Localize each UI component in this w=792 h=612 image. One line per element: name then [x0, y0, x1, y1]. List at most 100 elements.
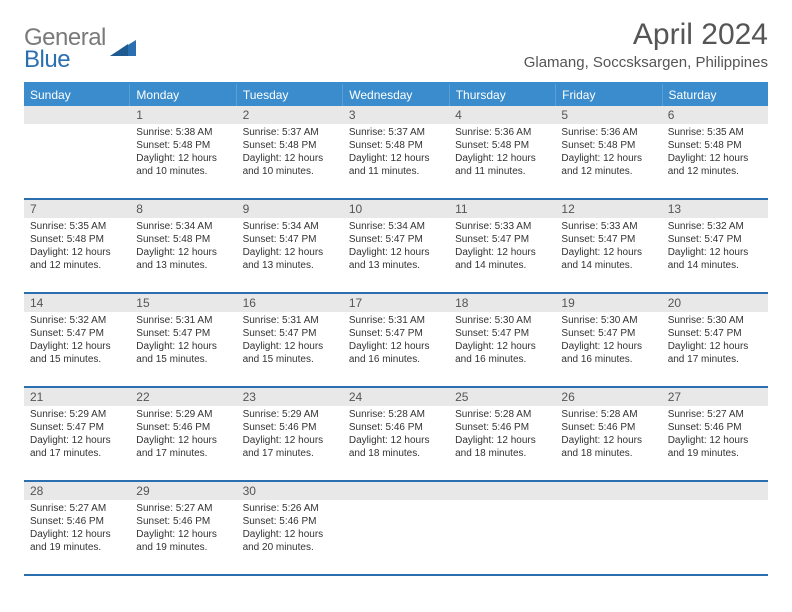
day-detail-line: Daylight: 12 hours and 14 minutes. — [455, 246, 549, 272]
daynum-row: 123456 — [24, 106, 768, 124]
daynum-row: 282930 — [24, 482, 768, 500]
day-number — [24, 106, 130, 124]
day-detail-line: Daylight: 12 hours and 11 minutes. — [349, 152, 443, 178]
day-detail-line: Daylight: 12 hours and 13 minutes. — [349, 246, 443, 272]
day-cell-body: Sunrise: 5:37 AMSunset: 5:48 PMDaylight:… — [343, 124, 449, 178]
page-subtitle: Glamang, Soccsksargen, Philippines — [524, 54, 768, 71]
day-detail-line: Sunrise: 5:28 AM — [561, 408, 655, 421]
day-detail-line: Daylight: 12 hours and 19 minutes. — [136, 528, 230, 554]
day-detail-line: Sunrise: 5:35 AM — [30, 220, 124, 233]
day-detail-line: Daylight: 12 hours and 16 minutes. — [561, 340, 655, 366]
day-cell-body: Sunrise: 5:31 AMSunset: 5:47 PMDaylight:… — [130, 312, 236, 366]
day-detail-line: Sunrise: 5:31 AM — [243, 314, 337, 327]
day-cell: Sunrise: 5:30 AMSunset: 5:47 PMDaylight:… — [555, 312, 661, 386]
day-detail-line: Sunset: 5:47 PM — [668, 233, 762, 246]
dow-sunday: Sunday — [24, 84, 130, 106]
day-cell: Sunrise: 5:29 AMSunset: 5:46 PMDaylight:… — [237, 406, 343, 480]
day-cell-body — [343, 500, 449, 502]
day-detail-line: Sunset: 5:47 PM — [561, 233, 655, 246]
day-detail-line: Sunrise: 5:32 AM — [668, 220, 762, 233]
day-cell-body: Sunrise: 5:31 AMSunset: 5:47 PMDaylight:… — [343, 312, 449, 366]
day-cell-body: Sunrise: 5:26 AMSunset: 5:46 PMDaylight:… — [237, 500, 343, 554]
day-number: 8 — [130, 200, 236, 218]
day-cell: Sunrise: 5:27 AMSunset: 5:46 PMDaylight:… — [130, 500, 236, 574]
day-detail-line: Sunset: 5:47 PM — [30, 327, 124, 340]
day-cell: Sunrise: 5:28 AMSunset: 5:46 PMDaylight:… — [555, 406, 661, 480]
day-detail-line: Sunrise: 5:34 AM — [243, 220, 337, 233]
day-detail-line: Sunset: 5:47 PM — [30, 421, 124, 434]
day-detail-line: Sunrise: 5:30 AM — [561, 314, 655, 327]
day-number: 1 — [130, 106, 236, 124]
day-detail-line: Sunset: 5:46 PM — [136, 515, 230, 528]
day-detail-line: Daylight: 12 hours and 18 minutes. — [561, 434, 655, 460]
day-cell-body: Sunrise: 5:35 AMSunset: 5:48 PMDaylight:… — [662, 124, 768, 178]
day-detail-line: Sunset: 5:48 PM — [668, 139, 762, 152]
day-cell — [449, 500, 555, 574]
day-cell-body — [449, 500, 555, 502]
day-detail-line: Sunset: 5:47 PM — [455, 327, 549, 340]
day-detail-line: Sunset: 5:47 PM — [349, 233, 443, 246]
day-cell-body: Sunrise: 5:37 AMSunset: 5:48 PMDaylight:… — [237, 124, 343, 178]
day-cell: Sunrise: 5:33 AMSunset: 5:47 PMDaylight:… — [555, 218, 661, 292]
day-cell: Sunrise: 5:31 AMSunset: 5:47 PMDaylight:… — [343, 312, 449, 386]
day-cell-body: Sunrise: 5:34 AMSunset: 5:47 PMDaylight:… — [237, 218, 343, 272]
day-cell-body: Sunrise: 5:36 AMSunset: 5:48 PMDaylight:… — [449, 124, 555, 178]
day-cell: Sunrise: 5:30 AMSunset: 5:47 PMDaylight:… — [449, 312, 555, 386]
day-cell — [24, 124, 130, 198]
daynum-row: 14151617181920 — [24, 294, 768, 312]
day-cell-body: Sunrise: 5:34 AMSunset: 5:47 PMDaylight:… — [343, 218, 449, 272]
daynum-row: 21222324252627 — [24, 388, 768, 406]
day-number: 22 — [130, 388, 236, 406]
page-title: April 2024 — [524, 18, 768, 52]
day-number: 30 — [237, 482, 343, 500]
logo-triangle-icon — [110, 38, 136, 63]
day-of-week-header: SundayMondayTuesdayWednesdayThursdayFrid… — [24, 84, 768, 106]
day-cell-body — [555, 500, 661, 502]
day-detail-line: Daylight: 12 hours and 12 minutes. — [561, 152, 655, 178]
day-detail-line: Sunrise: 5:29 AM — [136, 408, 230, 421]
day-detail-line: Daylight: 12 hours and 12 minutes. — [30, 246, 124, 272]
day-detail-line: Sunrise: 5:37 AM — [243, 126, 337, 139]
week-row: Sunrise: 5:35 AMSunset: 5:48 PMDaylight:… — [24, 218, 768, 294]
day-cell: Sunrise: 5:34 AMSunset: 5:47 PMDaylight:… — [343, 218, 449, 292]
day-detail-line: Sunset: 5:48 PM — [349, 139, 443, 152]
day-cell-body: Sunrise: 5:28 AMSunset: 5:46 PMDaylight:… — [449, 406, 555, 460]
day-cell — [662, 500, 768, 574]
day-number: 25 — [449, 388, 555, 406]
dow-monday: Monday — [130, 84, 236, 106]
day-number: 6 — [662, 106, 768, 124]
day-number: 29 — [130, 482, 236, 500]
day-cell: Sunrise: 5:26 AMSunset: 5:46 PMDaylight:… — [237, 500, 343, 574]
day-cell: Sunrise: 5:36 AMSunset: 5:48 PMDaylight:… — [555, 124, 661, 198]
day-number — [343, 482, 449, 500]
day-detail-line: Daylight: 12 hours and 18 minutes. — [455, 434, 549, 460]
day-cell-body: Sunrise: 5:38 AMSunset: 5:48 PMDaylight:… — [130, 124, 236, 178]
day-cell-body: Sunrise: 5:33 AMSunset: 5:47 PMDaylight:… — [555, 218, 661, 272]
day-cell: Sunrise: 5:32 AMSunset: 5:47 PMDaylight:… — [662, 218, 768, 292]
day-number: 3 — [343, 106, 449, 124]
day-detail-line: Sunset: 5:46 PM — [561, 421, 655, 434]
day-number: 17 — [343, 294, 449, 312]
day-cell-body: Sunrise: 5:32 AMSunset: 5:47 PMDaylight:… — [24, 312, 130, 366]
day-detail-line: Daylight: 12 hours and 12 minutes. — [668, 152, 762, 178]
day-detail-line: Daylight: 12 hours and 17 minutes. — [243, 434, 337, 460]
day-cell: Sunrise: 5:33 AMSunset: 5:47 PMDaylight:… — [449, 218, 555, 292]
day-number: 13 — [662, 200, 768, 218]
day-cell: Sunrise: 5:31 AMSunset: 5:47 PMDaylight:… — [130, 312, 236, 386]
day-number: 2 — [237, 106, 343, 124]
day-cell-body: Sunrise: 5:28 AMSunset: 5:46 PMDaylight:… — [343, 406, 449, 460]
day-number: 7 — [24, 200, 130, 218]
dow-thursday: Thursday — [450, 84, 556, 106]
day-cell: Sunrise: 5:27 AMSunset: 5:46 PMDaylight:… — [662, 406, 768, 480]
calendar-grid: SundayMondayTuesdayWednesdayThursdayFrid… — [24, 82, 768, 576]
day-cell-body — [24, 124, 130, 126]
week-row: Sunrise: 5:27 AMSunset: 5:46 PMDaylight:… — [24, 500, 768, 576]
day-cell: Sunrise: 5:37 AMSunset: 5:48 PMDaylight:… — [343, 124, 449, 198]
day-detail-line: Sunrise: 5:37 AM — [349, 126, 443, 139]
day-detail-line: Daylight: 12 hours and 17 minutes. — [30, 434, 124, 460]
day-cell-body: Sunrise: 5:32 AMSunset: 5:47 PMDaylight:… — [662, 218, 768, 272]
day-detail-line: Sunset: 5:46 PM — [30, 515, 124, 528]
day-number: 15 — [130, 294, 236, 312]
day-cell: Sunrise: 5:29 AMSunset: 5:47 PMDaylight:… — [24, 406, 130, 480]
day-detail-line: Sunrise: 5:32 AM — [30, 314, 124, 327]
